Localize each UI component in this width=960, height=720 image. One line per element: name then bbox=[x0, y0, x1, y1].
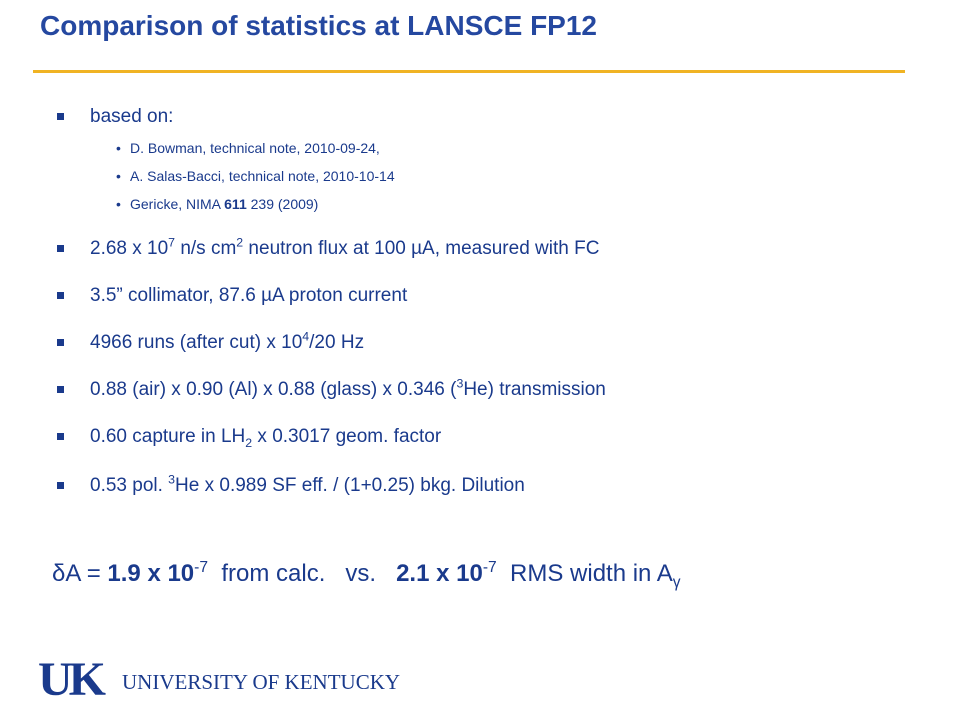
reference: D. Bowman, technical note, 2010-09-24, bbox=[116, 140, 380, 156]
text: RMS width in A bbox=[496, 560, 673, 587]
text: δA = bbox=[52, 560, 108, 587]
superscript: 3 bbox=[456, 376, 464, 391]
superscript: -7 bbox=[482, 559, 497, 576]
bullet: 0.53 pol. 3He x 0.989 SF eff. / (1+0.25)… bbox=[57, 472, 525, 497]
divider bbox=[33, 70, 905, 73]
text: from calc. vs. bbox=[208, 560, 397, 587]
superscript: 3 bbox=[168, 472, 176, 487]
text: 2.1 x 10 bbox=[396, 560, 483, 587]
text: based on: bbox=[90, 106, 174, 127]
bullet: based on: bbox=[56, 106, 174, 128]
bullet: 2.68 x 107 n/s cm2 neutron flux at 100 µ… bbox=[56, 235, 600, 260]
text: Gericke, NIMA bbox=[130, 196, 225, 212]
title: Comparison of statistics at LANSCE FP12 bbox=[40, 10, 598, 41]
text: He) transmission bbox=[463, 379, 606, 400]
superscript: -7 bbox=[194, 559, 209, 576]
bullet: 0.88 (air) x 0.90 (Al) x 0.88 (glass) x … bbox=[57, 376, 606, 401]
logo-mark: UK bbox=[38, 653, 106, 706]
reference: A. Salas-Bacci, technical note, 2010-10-… bbox=[116, 168, 395, 184]
superscript: 7 bbox=[168, 235, 176, 250]
logo-text: UNIVERSITY OF KENTUCKY bbox=[122, 670, 401, 694]
bullet: 4966 runs (after cut) x 104/20 Hz bbox=[56, 329, 365, 354]
text: A. Salas-Bacci, technical note, 2010-10-… bbox=[130, 168, 395, 184]
superscript: 4 bbox=[302, 329, 310, 344]
subscript: 2 bbox=[245, 435, 253, 450]
text: 4966 runs (after cut) x 10 bbox=[90, 332, 303, 353]
text: 0.88 (air) x 0.90 (Al) x 0.88 (glass) x … bbox=[90, 379, 457, 400]
text: n/s cm bbox=[175, 238, 237, 259]
text: 0.53 pol. bbox=[90, 475, 169, 496]
bullet: 0.60 capture in LH2 x 0.3017 geom. facto… bbox=[56, 426, 442, 450]
text: 239 (2009) bbox=[246, 196, 319, 212]
text: 611 bbox=[224, 196, 247, 212]
bullet: 3.5” collimator, 87.6 µA proton current bbox=[56, 285, 408, 307]
text: x 0.3017 geom. factor bbox=[252, 426, 442, 447]
reference: Gericke, NIMA 611 239 (2009) bbox=[116, 196, 319, 212]
subscript: γ bbox=[672, 573, 681, 591]
text: 3.5” collimator, 87.6 µA proton current bbox=[90, 285, 408, 306]
text: D. Bowman, technical note, 2010-09-24, bbox=[130, 140, 380, 156]
text: /20 Hz bbox=[309, 332, 365, 353]
text: 1.9 x 10 bbox=[107, 560, 195, 587]
result: δA = 1.9 x 10-7 from calc. vs. 2.1 x 10-… bbox=[52, 559, 681, 591]
text: 0.60 capture in LH bbox=[90, 426, 246, 447]
superscript: 2 bbox=[236, 235, 244, 250]
text: He x 0.989 SF eff. / (1+0.25) bkg. Dilut… bbox=[175, 475, 525, 496]
text: neutron flux at 100 µA, measured with FC bbox=[243, 238, 600, 259]
text: 2.68 x 10 bbox=[90, 238, 169, 259]
